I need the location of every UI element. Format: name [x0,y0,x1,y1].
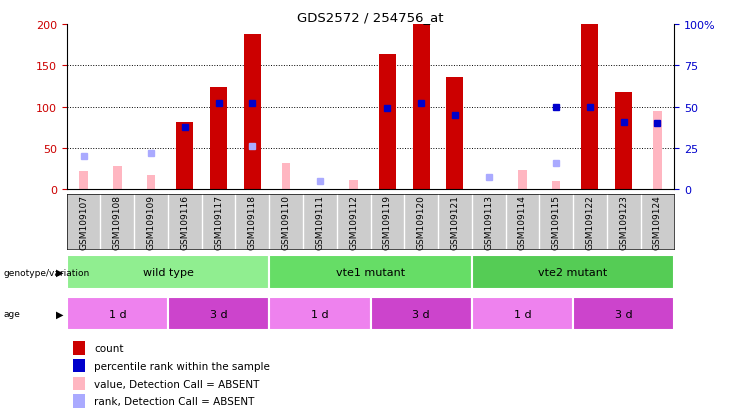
Bar [147,175,156,190]
Bar [472,256,674,289]
Bar [67,297,168,330]
Bar [573,297,674,330]
Bar [615,93,632,190]
Text: 1 d: 1 d [108,309,126,319]
Text: value, Detection Call = ABSENT: value, Detection Call = ABSENT [94,379,259,389]
Bar [269,297,370,330]
Text: GSM109114: GSM109114 [518,195,527,249]
Text: GSM109119: GSM109119 [383,195,392,249]
Bar [282,164,290,190]
Bar [67,256,269,289]
Bar [113,167,122,190]
Text: 3 d: 3 d [412,309,430,319]
Text: count: count [94,343,124,353]
Bar [210,88,227,190]
Text: ▶: ▶ [56,309,63,319]
Bar [413,25,430,190]
Text: rank, Detection Call = ABSENT: rank, Detection Call = ABSENT [94,396,254,406]
Bar [379,55,396,190]
Bar [176,122,193,190]
Text: GSM109107: GSM109107 [79,195,88,249]
Bar [269,256,472,289]
Bar [552,182,560,190]
Text: GSM109122: GSM109122 [585,195,594,249]
Bar [472,297,573,330]
Bar [73,394,84,408]
Text: 1 d: 1 d [311,309,329,319]
Text: GSM109124: GSM109124 [653,195,662,249]
Text: GSM109108: GSM109108 [113,195,122,249]
Text: 1 d: 1 d [514,309,531,319]
Text: GSM109112: GSM109112 [349,195,358,249]
Bar [73,377,84,390]
Text: GSM109123: GSM109123 [619,195,628,249]
Text: GSM109115: GSM109115 [551,195,561,249]
Text: genotype/variation: genotype/variation [4,268,90,277]
Text: GSM109121: GSM109121 [451,195,459,249]
Bar [73,342,84,355]
Text: GSM109120: GSM109120 [416,195,425,249]
Text: GSM109117: GSM109117 [214,195,223,249]
Title: GDS2572 / 254756_at: GDS2572 / 254756_at [297,11,444,24]
Bar [518,170,527,190]
Bar [654,112,662,190]
Text: vte1 mutant: vte1 mutant [336,268,405,278]
Text: wild type: wild type [142,268,193,278]
Bar [79,172,87,190]
Text: GSM109118: GSM109118 [247,195,257,249]
Text: vte2 mutant: vte2 mutant [539,268,608,278]
Bar [350,180,358,190]
Text: GSM109116: GSM109116 [180,195,190,249]
Bar [73,359,84,373]
Text: GSM109113: GSM109113 [484,195,494,249]
Bar [582,25,599,190]
Bar [447,78,463,190]
Text: GSM109109: GSM109109 [147,195,156,249]
Text: percentile rank within the sample: percentile rank within the sample [94,361,270,371]
Text: 3 d: 3 d [615,309,633,319]
Text: age: age [4,309,21,318]
Text: GSM109110: GSM109110 [282,195,290,249]
Text: GSM109111: GSM109111 [316,195,325,249]
Bar [168,297,269,330]
Text: ▶: ▶ [56,268,63,278]
Bar [244,35,261,190]
Text: 3 d: 3 d [210,309,227,319]
Bar [370,297,472,330]
